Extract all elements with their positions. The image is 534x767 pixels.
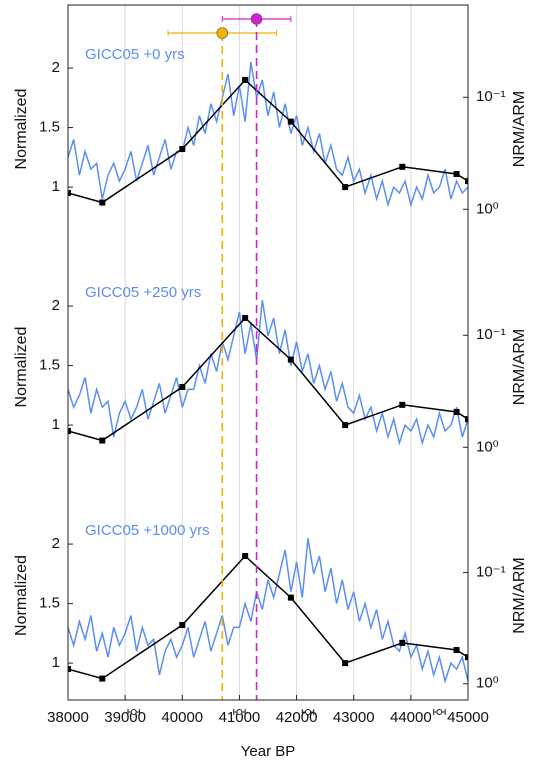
ref-marker [453, 647, 460, 654]
y-tick-label: 1 [52, 654, 60, 671]
x-tick-label: 43000 [333, 709, 375, 726]
age-point [250, 13, 263, 25]
ref-marker [399, 401, 406, 408]
ref-marker [453, 408, 460, 415]
tie-point [130, 709, 137, 715]
ref-marker [68, 666, 71, 673]
y-tick-label: 1.5 [39, 119, 60, 136]
nrm-line [68, 61, 468, 208]
ref-marker [287, 118, 294, 125]
y2-tick-label: 10⁻¹ [476, 88, 506, 105]
x-tick-label: 45000 [447, 709, 489, 726]
ref-marker [179, 622, 186, 629]
ref-line [68, 78, 468, 204]
ref-marker [179, 383, 186, 390]
ref-marker [453, 170, 460, 177]
y-axis-label: Normalized [13, 555, 30, 636]
ref-marker [287, 356, 294, 363]
tie-point [305, 709, 311, 715]
y-tick-label: 2 [52, 59, 60, 76]
panel [68, 537, 468, 684]
ref-line [68, 554, 468, 680]
y2-tick-label: 10⁻¹ [476, 564, 506, 581]
ref-marker [99, 199, 106, 206]
y-tick-label: 1.5 [39, 595, 60, 612]
y2-axis-label: NRM/ARM [511, 557, 528, 633]
ref-marker [287, 594, 294, 601]
series-label: GICC05 +1000 yrs [85, 522, 210, 539]
y2-axis-label: NRM/ARM [511, 329, 528, 405]
ref-line [68, 316, 468, 442]
ref-marker [242, 314, 249, 321]
y2-axis-label: NRM/ARM [511, 91, 528, 167]
ref-marker [242, 76, 249, 83]
y-tick-label: 1 [52, 416, 60, 433]
y2-tick-label: 10⁰ [476, 200, 499, 217]
series-label: GICC05 +0 yrs [85, 46, 185, 63]
ref-marker [342, 184, 349, 191]
panel [68, 61, 468, 208]
ref-marker [399, 639, 406, 646]
plot-frame [67, 4, 469, 701]
y2-tick-label: 10⁰ [476, 675, 499, 692]
ref-marker [465, 178, 468, 185]
ref-marker [68, 428, 71, 435]
x-tick-label: 40000 [161, 709, 203, 726]
ref-marker [342, 660, 349, 667]
ref-marker [99, 437, 106, 444]
ref-marker [99, 675, 106, 682]
ref-marker [179, 145, 186, 152]
tie-point [436, 709, 443, 715]
ref-marker [342, 422, 349, 429]
ref-marker [465, 416, 468, 423]
y-tick-label: 2 [52, 535, 60, 552]
x-tick-label: 38000 [47, 709, 89, 726]
y2-tick-label: 10⁰ [476, 438, 499, 455]
y-tick-label: 1 [52, 178, 60, 195]
age-point [216, 27, 229, 39]
y2-tick-label: 10⁻¹ [476, 326, 506, 343]
x-tick-label: 41000 [219, 709, 261, 726]
y-tick-label: 1.5 [39, 357, 60, 374]
nrm-line [68, 299, 468, 446]
y-axis-label: Normalized [13, 89, 30, 170]
x-axis-label: Year BP [241, 743, 296, 760]
nrm-line [68, 537, 468, 684]
panel [68, 299, 468, 446]
y-axis-label: Normalized [13, 327, 30, 408]
tie-point [236, 709, 243, 715]
ref-marker [465, 654, 468, 661]
ref-marker [399, 163, 406, 170]
x-tick-label: 44000 [390, 709, 432, 726]
y-tick-label: 2 [52, 297, 60, 314]
ref-marker [68, 190, 71, 197]
ref-marker [242, 552, 249, 559]
series-label: GICC05 +250 yrs [85, 284, 201, 301]
